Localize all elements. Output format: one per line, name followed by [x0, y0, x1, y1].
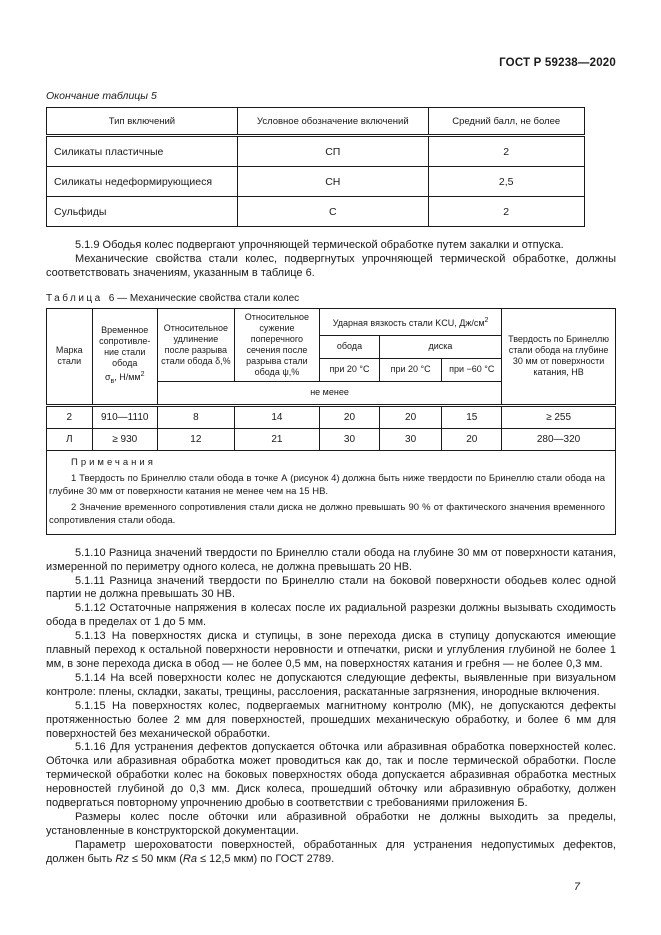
paragraph-5-1-11: 5.1.11 Разница значений твердости по Бри…: [46, 574, 616, 601]
table6-cell: 30: [378, 427, 443, 451]
page-number: 7: [573, 880, 580, 893]
table6-header-disc: диска: [378, 334, 503, 359]
roughness-prefix: Параметр шероховатости поверхностей, обр…: [46, 838, 616, 865]
table6-cell: 30: [319, 427, 380, 451]
kcu-text: Ударная вязкость стали KCU, Дж/см: [332, 317, 485, 328]
paragraph-5-1-13: 5.1.13 На поверхностях диска и ступицы, …: [46, 630, 616, 670]
table5-cell: Силикаты недеформирующиеся: [46, 166, 238, 197]
rz-symbol: Rz: [115, 852, 129, 865]
table5-cell: 2,5: [427, 166, 585, 197]
table6-header-hardness: Твердость по Бринеллю стали обода на глу…: [501, 307, 616, 406]
table6-cell: 910—1110: [91, 403, 158, 429]
sigma-symbol: σ: [104, 372, 111, 383]
paragraph-5-1-10: 5.1.10 Разница значений твердости по Бри…: [46, 546, 616, 573]
table6-header-not-less: не менее: [156, 380, 503, 406]
table6-caption-title: — Механические свойства стали колес: [117, 292, 300, 304]
table6-cell: 20: [378, 403, 443, 429]
table6-header-row-2: обода диска: [47, 334, 616, 359]
paragraph-dimensions: Размеры колес после обточки или абразивн…: [46, 810, 616, 837]
table5-cell: СП: [236, 134, 429, 167]
roughness-mid: ≤ 50 мкм (: [128, 852, 183, 865]
paragraph-5-1-9: 5.1.9 Ободья колес подвергают упрочняюще…: [75, 239, 564, 251]
table6-header-tensile: Временное сопротивле­ние стали обода σв,…: [91, 307, 158, 406]
table5-cell: Сульфиды: [46, 196, 238, 227]
table6-cell: Л: [46, 427, 93, 451]
table6-cell: 15: [441, 403, 503, 429]
paragraph-5-1-12: 5.1.12 Остаточные напряжения в колесах п…: [46, 602, 616, 629]
table5-cell: Силикаты пластичные: [46, 134, 238, 167]
table6-header-row-1: Марка стали Временное сопротивле­ние ста…: [46, 307, 616, 406]
kcu-superscript: 2: [484, 316, 489, 324]
tensile-superscript: 2: [140, 371, 145, 379]
roughness-suffix: ≤ 12,5 мкм) по ГОСТ 2789.: [196, 852, 335, 865]
note-1: 1 Твердость по Бринеллю стали обода в то…: [49, 472, 605, 497]
table5-cell: С: [236, 196, 429, 227]
table6-caption-label: Таблица: [46, 292, 103, 304]
paragraph-5-1-14: 5.1.14 На всей поверхности колес не допу…: [46, 671, 616, 698]
table5-row: Сульфиды С 2: [46, 196, 585, 227]
paragraph-5-1-15: 5.1.15 На поверхностях колес, подвергаем…: [46, 699, 616, 740]
table5-inclusions: Тип включений Условное обозначение включ…: [46, 107, 585, 227]
tensile-unit: , Н/мм: [114, 372, 141, 383]
table6-cell: 12: [156, 427, 235, 451]
table6-header-mark: Марка стали: [46, 307, 93, 406]
table5-cell: 2: [427, 134, 585, 167]
sigma-subscript: в: [110, 378, 115, 386]
document-number: ГОСТ Р 59238—2020: [499, 57, 616, 69]
table6-header-row-3: при 20 °С при 20 °С при −60 °С: [47, 357, 616, 382]
paragraph-5-1-16: 5.1.16 Для устранения дефектов допускает…: [46, 741, 616, 810]
tensile-text: Временное сопротивле­ние стали обода: [99, 325, 151, 369]
ra-symbol: Ra: [182, 852, 197, 865]
notes-title: Примечания: [71, 456, 156, 468]
table6-header-atminus60-disc: при −60 °С: [441, 357, 503, 382]
table5-continuation-caption: Окончание таблицы 5: [46, 90, 157, 102]
table6-header-contraction: Относительное су­жение поперечно­го сече…: [233, 307, 321, 382]
note-2: 2 Значение временного сопротивления стал…: [49, 501, 605, 526]
table5-cell: СН: [236, 166, 429, 197]
table5-header-row: Тип включений Условное обозначение включ…: [46, 107, 585, 136]
table6-header-at20-rim: при 20 °С: [319, 357, 380, 382]
table6-cell: ≥ 930: [91, 427, 158, 451]
table6-cell: 14: [233, 403, 321, 429]
table6-header-at20-disc: при 20 °С: [378, 357, 443, 382]
table6-caption-number: 6: [108, 292, 115, 304]
table6-header-elongation: Относитель­ное удлине­ние после разрыва …: [156, 307, 235, 382]
paragraph-roughness: Параметр шероховатости поверхностей, обр…: [46, 839, 616, 867]
table5-row: Силикаты недеформирующиеся СН 2,5: [46, 166, 585, 197]
paragraph-5-1-9-cont: Механические свойства стали колес, подве…: [46, 252, 616, 279]
table6-cell: 2: [46, 403, 93, 429]
table6-header-impact: Ударная вязкость стали KCU, Дж/см2: [319, 307, 503, 336]
table6-row: 2 910—1110 8 14 20 20 15 ≥ 255: [46, 403, 616, 429]
table6-notes-row: Примечания 1 Твердость по Бринеллю стали…: [46, 449, 616, 535]
table5-header-designation: Условное обозначение включений: [236, 107, 429, 136]
table6-caption: Таблица 6 — Механические свойства стали к…: [46, 293, 616, 304]
table5-cell: 2: [427, 196, 585, 227]
table6-mechanical-properties: Марка стали Временное сопротивле­ние ста…: [46, 307, 616, 535]
table5-header-type: Тип включений: [46, 107, 238, 136]
table6-notes: Примечания 1 Твердость по Бринеллю стали…: [46, 449, 616, 535]
table6-header-rim: обода: [319, 334, 380, 359]
table6-row: Л ≥ 930 12 21 30 30 20 280—320: [46, 427, 616, 451]
table5-row: Силикаты пластичные СП 2: [46, 134, 585, 167]
table6-cell: 20: [441, 427, 503, 451]
table6-cell: 280—320: [501, 427, 616, 451]
table5-header-score: Средний балл, не более: [427, 107, 585, 136]
table6-cell: 21: [233, 427, 321, 451]
table6-cell: ≥ 255: [501, 403, 616, 429]
table6-cell: 20: [319, 403, 380, 429]
table6-cell: 8: [156, 403, 235, 429]
